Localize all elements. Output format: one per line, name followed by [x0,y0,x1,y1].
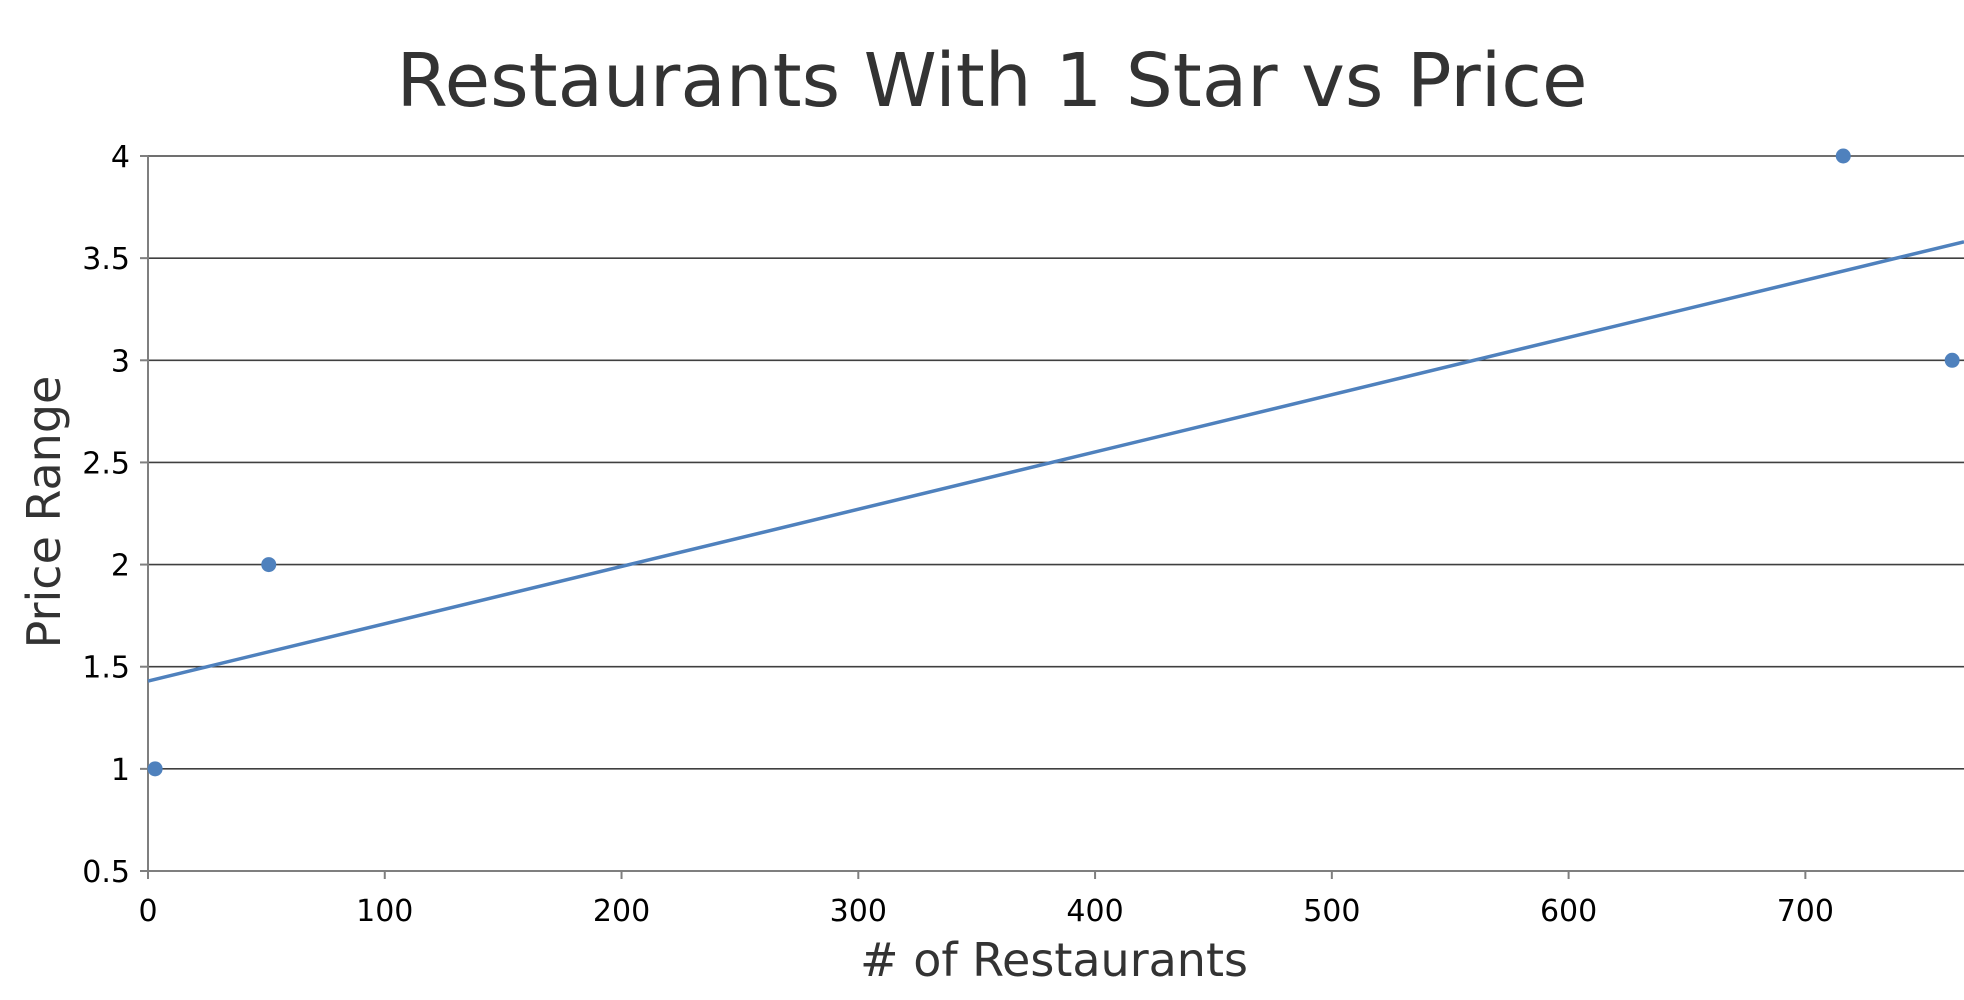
x-tick-label: 100 [356,894,413,929]
axes [140,155,1964,879]
data-point [1835,148,1851,164]
data-point [147,761,163,777]
chart-title: Restaurants With 1 Star vs Price [396,38,1587,124]
x-tick-label: 700 [1777,894,1834,929]
y-tick-label: 0.5 [82,855,130,890]
data-point [1944,352,1960,368]
x-tick-label: 300 [830,894,887,929]
x-tick-label: 0 [138,894,157,929]
y-tick-label: 2.5 [82,446,130,481]
y-tick-label: 4 [111,140,130,175]
y-tick-label: 1 [111,753,130,788]
x-tick-label: 200 [593,894,650,929]
x-tick-label: 400 [1066,894,1123,929]
y-axis-label: Price Range [17,376,71,649]
data-point [261,557,277,573]
gridlines [148,155,1964,770]
x-tick-label: 500 [1303,894,1360,929]
data-points [147,148,1960,777]
y-tick-label: 3.5 [82,242,130,277]
trendline-layer [147,240,1964,683]
x-tick-labels: 0 100 200 300 400 500 600 700 [138,894,1834,929]
y-tick-labels: 0.5 1 1.5 2 2.5 3 3.5 4 [82,140,130,890]
x-tick-label: 600 [1540,894,1597,929]
y-tick-label: 3 [111,344,130,379]
y-tick-label: 2 [111,549,130,584]
y-tick-label: 1.5 [82,651,130,686]
trendline [147,240,1964,683]
x-axis-label: # of Restaurants [860,933,1248,987]
